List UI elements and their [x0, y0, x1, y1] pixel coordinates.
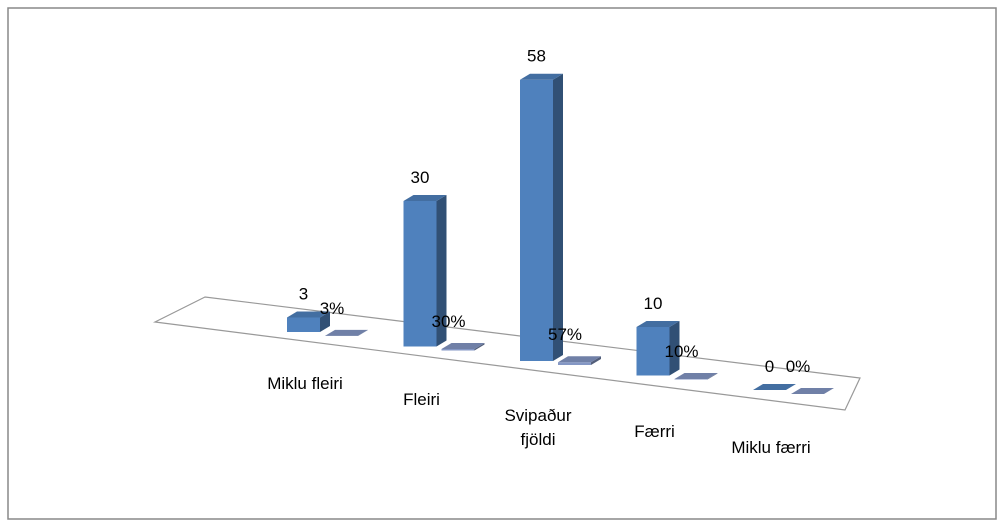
- bar-top: [558, 356, 601, 363]
- bar: [636, 321, 680, 376]
- x-tick-label: Fleiri: [403, 390, 440, 409]
- data-label: 30%: [431, 312, 465, 331]
- data-label: 3: [299, 284, 308, 303]
- bar: [403, 195, 447, 347]
- bar-top: [791, 388, 834, 394]
- data-label: 30: [411, 168, 430, 187]
- bar: [287, 311, 330, 332]
- bar-top: [636, 321, 680, 327]
- bar-top: [441, 343, 485, 350]
- bar: [791, 388, 834, 394]
- bar-side: [474, 343, 485, 351]
- bar: [325, 329, 368, 336]
- bar-top: [520, 73, 563, 80]
- bar-front: [636, 327, 670, 376]
- bar-side: [358, 329, 368, 336]
- data-label: 0%: [786, 357, 811, 376]
- x-tick-label: Miklu fleiri: [267, 374, 343, 393]
- bar-side: [591, 356, 601, 365]
- bar: [753, 384, 796, 390]
- bar-front: [287, 317, 320, 332]
- bar-top: [674, 373, 718, 380]
- data-label: 10: [644, 294, 663, 313]
- x-tick-label: Miklu færri: [731, 438, 811, 457]
- data-label: 3%: [320, 299, 345, 318]
- bar: [520, 73, 563, 361]
- data-label: 57%: [548, 325, 582, 344]
- data-label: 10%: [664, 342, 698, 361]
- bar-side: [707, 373, 718, 380]
- bar: [558, 356, 601, 365]
- chart-border: [7, 7, 997, 520]
- bar-front: [520, 79, 553, 361]
- bar-side: [436, 195, 447, 347]
- bar: [674, 373, 718, 380]
- bar-side: [553, 73, 563, 361]
- data-label: 0: [765, 357, 774, 376]
- bar-side: [320, 311, 330, 332]
- bar-front: [558, 362, 591, 365]
- x-tick-label: Færri: [634, 422, 675, 441]
- data-label: 58: [527, 47, 546, 66]
- bar-top: [325, 329, 368, 336]
- bar: [441, 343, 485, 351]
- bar-front: [403, 201, 437, 347]
- bar-top: [753, 384, 796, 390]
- x-tick-label: Svipaður fjöldi: [504, 406, 572, 449]
- bar-front: [441, 349, 475, 351]
- bar-top: [403, 195, 447, 201]
- bar-top: [287, 311, 330, 318]
- bar-side: [669, 321, 680, 376]
